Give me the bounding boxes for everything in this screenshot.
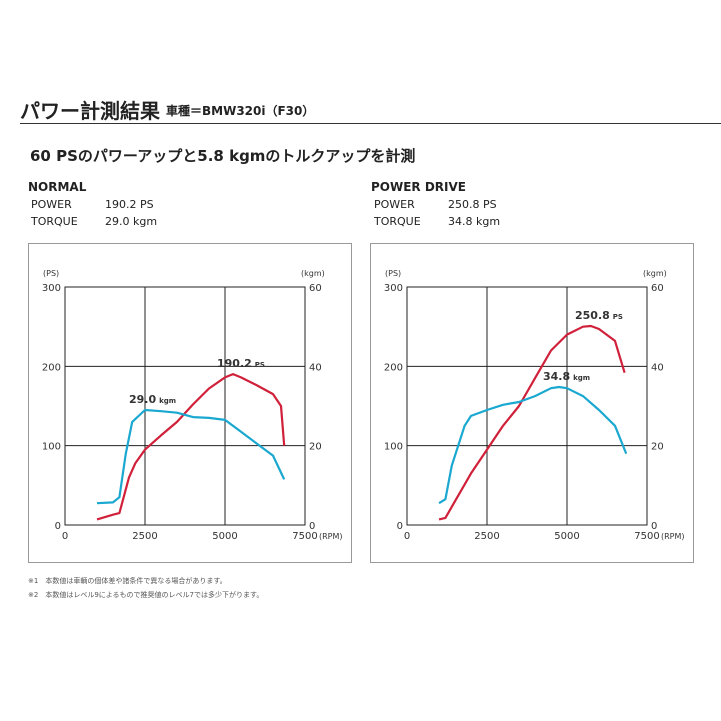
y-left-axis-label: (PS)	[43, 269, 59, 278]
torque-curve	[438, 385, 628, 505]
unit: PS	[255, 361, 265, 369]
peak-power-label: 250.8 PS	[575, 309, 623, 322]
chart-normal: 0 2500 5000 7500 0 100 200 300 0 20 40 60 (PS) (kgm)(…	[28, 243, 352, 563]
x-tick-label: 5000	[212, 531, 237, 542]
y-right-axis-label: (kgm)	[301, 269, 325, 278]
car-model: 車種＝BMW320i（F30）	[166, 104, 315, 118]
y-right-tick-label: 0	[651, 521, 657, 532]
plot-frame	[406, 286, 648, 526]
x-axis-label: (RPM)	[319, 532, 343, 541]
y-right-tick-label: 0	[309, 521, 315, 532]
y-left-axis-label: (PS)	[385, 269, 401, 278]
y-right-tick-label: 40	[309, 362, 322, 373]
stat-torque: TORQUE 34.8 kgm	[374, 215, 501, 228]
chart-power-drive: 0 2500 5000 7500 0 100 200 300 0 20 40 60 (PS) (kgm)(…	[370, 243, 694, 563]
divider	[20, 123, 721, 124]
panel-normal: NORMAL POWER 190.2 PS TORQUE 29.0 kgm	[28, 180, 358, 228]
x-tick-label: 7500	[292, 531, 317, 542]
stat-torque: TORQUE 29.0 kgm	[31, 215, 158, 228]
power-curve	[96, 373, 286, 521]
x-tick-label: 7500	[634, 531, 659, 542]
x-tick-label: 0	[62, 531, 68, 542]
y-right-tick-label: 60	[309, 283, 322, 294]
x-tick-label: 2500	[132, 531, 157, 542]
unit: PS	[613, 313, 623, 321]
peak-power-label: 190.2 PS	[217, 357, 265, 370]
y-left-tick-label: 0	[55, 521, 61, 532]
x-tick-label: 2500	[474, 531, 499, 542]
footnote: ※2 本数値はレベル9によるもので推奨値のレベル7では多少下がります。	[28, 591, 264, 599]
torque-curve	[96, 408, 286, 505]
y-right-tick-label: 20	[309, 442, 322, 453]
y-right-tick-label: 60	[651, 283, 664, 294]
panel-title: NORMAL	[28, 180, 87, 194]
footnote: ※1 本数値は車輌の個体差や諸条件で異なる場合があります。	[28, 577, 227, 585]
panel-title: POWER DRIVE	[371, 180, 466, 194]
x-tick-label: 5000	[554, 531, 579, 542]
y-right-tick-label: 40	[651, 362, 664, 373]
y-left-tick-label: 100	[42, 442, 61, 453]
y-left-tick-label: 0	[397, 521, 403, 532]
y-right-axis-label: (kgm)	[643, 269, 667, 278]
stat-power: POWER 190.2 PS	[31, 198, 154, 211]
y-left-tick-label: 300	[384, 283, 403, 294]
plot-frame	[64, 286, 306, 526]
stat-power: POWER 250.8 PS	[374, 198, 497, 211]
footnotes: ※1 本数値は車輌の個体差や諸条件で異なる場合があります。 ※2 本数値はレベル…	[28, 574, 263, 602]
y-left-tick-label: 200	[42, 362, 61, 373]
x-axis-label: (RPM)	[661, 532, 685, 541]
y-left-tick-label: 100	[384, 442, 403, 453]
y-left-tick-label: 300	[42, 283, 61, 294]
panel-power-drive: POWER DRIVE POWER 250.8 PS TORQUE 34.8 kgm	[371, 180, 701, 228]
unit: kgm	[573, 374, 590, 382]
power-curve	[438, 324, 626, 521]
peak-torque-label: 29.0 kgm	[129, 393, 176, 406]
y-left-tick-label: 200	[384, 362, 403, 373]
peak-torque-label: 34.8 kgm	[543, 370, 590, 383]
headline: 60 PSのパワーアップと5.8 kgmのトルクアップを計測	[30, 147, 416, 165]
page-title: パワー計測結果	[20, 99, 160, 123]
x-tick-label: 0	[404, 531, 410, 542]
unit: kgm	[159, 397, 176, 405]
y-right-tick-label: 20	[651, 442, 664, 453]
